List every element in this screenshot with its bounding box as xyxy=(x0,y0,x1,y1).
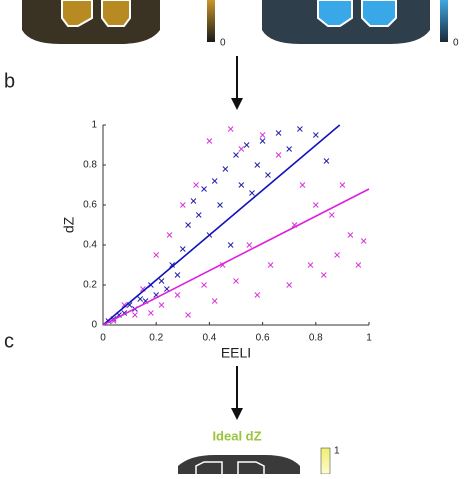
point xyxy=(148,310,154,316)
point xyxy=(360,238,367,244)
panel-label: c xyxy=(4,330,14,352)
point xyxy=(254,292,261,298)
point xyxy=(355,262,362,268)
point xyxy=(238,182,245,188)
fit-line xyxy=(102,124,341,326)
arrow-head xyxy=(231,408,243,420)
point xyxy=(286,146,293,152)
panel-label: b xyxy=(4,70,15,92)
point xyxy=(249,190,255,196)
point xyxy=(347,232,354,238)
point xyxy=(334,252,340,258)
y-tick-label: 0.8 xyxy=(83,160,97,171)
y-tick-label: 0.2 xyxy=(83,280,97,291)
plot-area: 0 0.2 0.4 0.6 0.8 1 0 0.2 0.4 0.6 0.8 1 xyxy=(83,120,372,344)
y-tick-label: 0 xyxy=(91,320,97,331)
point xyxy=(185,222,191,228)
point xyxy=(265,172,271,178)
point xyxy=(179,246,186,252)
point xyxy=(132,312,138,318)
point xyxy=(275,152,282,158)
point xyxy=(259,132,266,138)
colorbar-label: 0 xyxy=(453,38,459,49)
point xyxy=(320,272,327,278)
colorbar-label: 1 xyxy=(334,446,340,457)
lung-region xyxy=(195,461,265,474)
point xyxy=(166,232,173,238)
point xyxy=(227,126,234,132)
point xyxy=(275,130,282,136)
x-tick-label: 0.2 xyxy=(149,333,163,344)
point xyxy=(179,202,186,208)
point xyxy=(190,198,197,204)
point xyxy=(211,178,218,184)
point xyxy=(137,296,144,302)
point xyxy=(259,138,266,144)
point xyxy=(174,272,181,278)
y-axis-label: dZ xyxy=(61,216,77,233)
point xyxy=(195,212,202,218)
lung-region xyxy=(61,0,131,27)
x-axis-label: EELI xyxy=(221,345,251,361)
point xyxy=(286,282,293,288)
x-tick-label: 0.6 xyxy=(256,333,270,344)
y-tick-label: 0.6 xyxy=(83,200,97,211)
point xyxy=(233,278,239,284)
point xyxy=(243,142,250,148)
point xyxy=(201,186,207,192)
point xyxy=(312,202,319,208)
x-tick-label: 1 xyxy=(366,333,372,344)
point xyxy=(206,138,213,144)
point xyxy=(193,182,199,188)
point xyxy=(158,302,165,308)
lung-region xyxy=(317,0,397,27)
point xyxy=(227,242,234,248)
point xyxy=(299,182,306,188)
point xyxy=(323,158,330,164)
point xyxy=(339,182,346,188)
point xyxy=(238,146,245,152)
y-tick-label: 1 xyxy=(91,120,97,131)
point xyxy=(267,262,274,268)
point xyxy=(328,212,335,218)
x-tick-label: 0 xyxy=(100,333,106,344)
point xyxy=(254,162,261,168)
colorbar xyxy=(207,0,215,42)
fit-line xyxy=(102,188,370,326)
point xyxy=(312,132,319,138)
colorbar xyxy=(440,0,448,42)
point xyxy=(121,302,128,308)
point xyxy=(307,262,314,268)
point xyxy=(169,262,176,268)
point xyxy=(174,292,181,298)
y-tick-label: 0.4 xyxy=(83,240,97,251)
head-image xyxy=(178,455,300,474)
point xyxy=(222,166,229,172)
point xyxy=(217,202,223,208)
x-tick-label: 0.4 xyxy=(202,333,216,344)
point xyxy=(211,298,218,304)
point xyxy=(158,278,165,284)
point xyxy=(246,242,253,248)
point xyxy=(296,126,303,132)
panel-title: Ideal dZ xyxy=(212,428,261,443)
colorbar-label: 0 xyxy=(220,38,226,49)
point xyxy=(153,252,160,258)
point xyxy=(185,312,191,318)
arrow-head xyxy=(231,98,243,110)
point xyxy=(233,152,239,158)
colorbar xyxy=(320,447,331,475)
x-tick-label: 0.8 xyxy=(309,333,323,344)
point xyxy=(201,282,207,288)
